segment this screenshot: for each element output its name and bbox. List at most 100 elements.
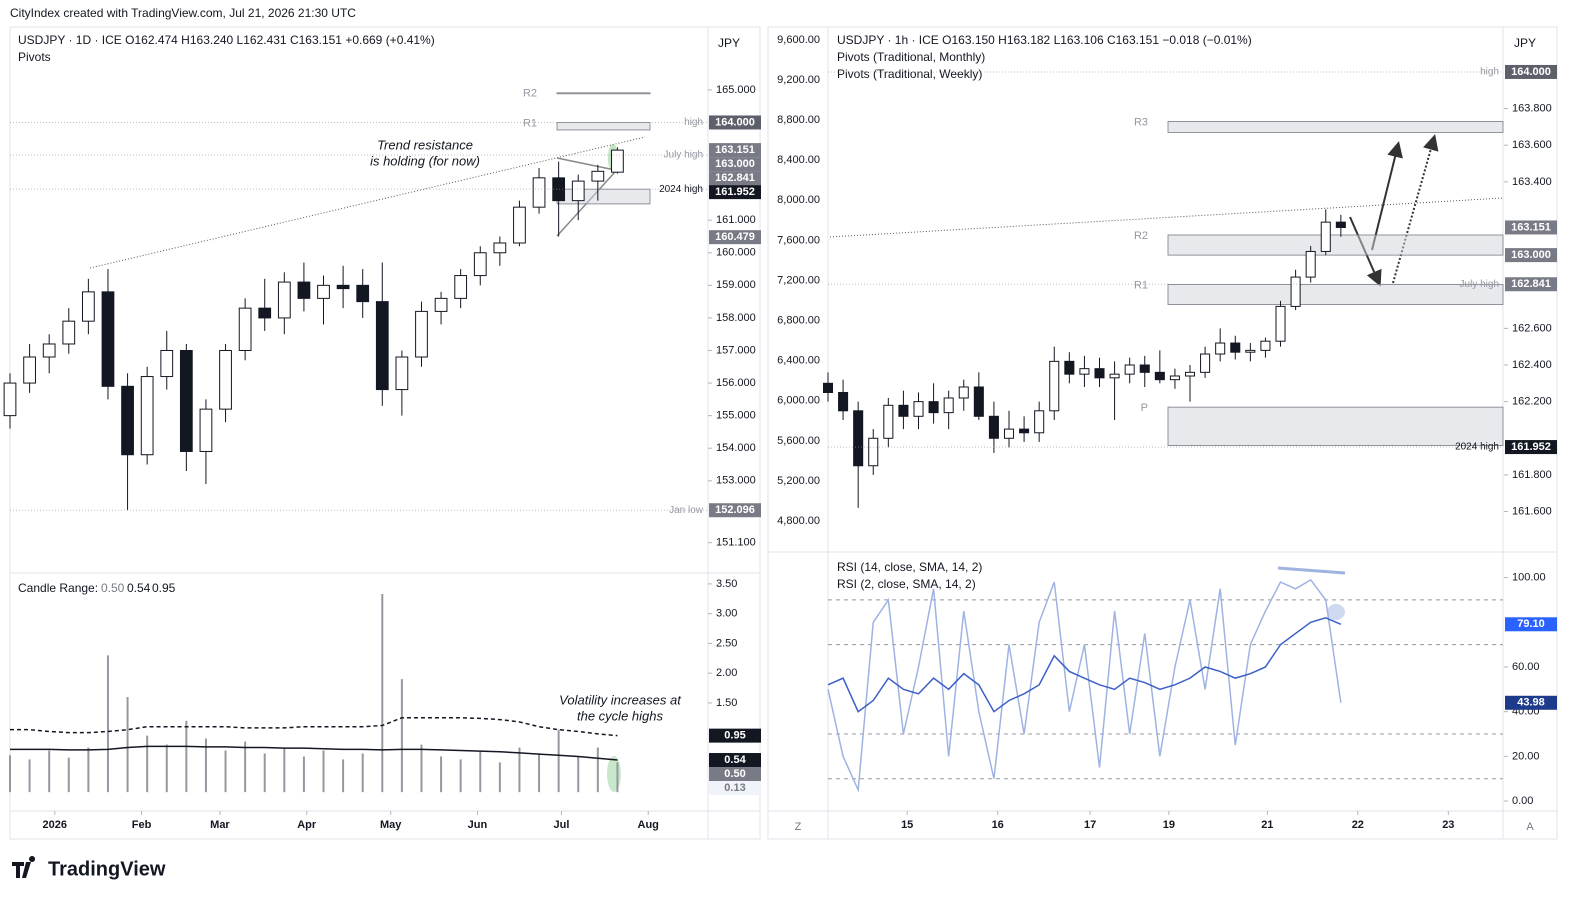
candle-body <box>868 437 879 467</box>
candle-body <box>1275 305 1286 342</box>
y-tick-label: 165.000 <box>716 84 756 96</box>
x-tick-label: 23 <box>1442 819 1454 831</box>
y2-tick-label: 8,000.00 <box>777 194 820 206</box>
candle-body <box>454 275 468 299</box>
candle-body <box>219 349 232 410</box>
price-badge <box>709 781 761 796</box>
y-tick-label: 154.000 <box>716 442 756 454</box>
highlight <box>1327 604 1345 620</box>
level-tag: July high <box>664 150 703 161</box>
y-tick-label: 3.00 <box>716 608 737 620</box>
pivot-label: P <box>1141 402 1148 414</box>
pivot-label: R1 <box>1134 279 1148 291</box>
candle-body <box>838 391 849 412</box>
y2-tick-label: 7,600.00 <box>777 234 820 246</box>
y-tick-label: 162.200 <box>1512 396 1552 408</box>
x-tick-label: 16 <box>992 819 1004 831</box>
price-badge-label: 0.54 <box>724 754 746 766</box>
legend-entry: RSI (2, close, SMA, 14, 2) <box>837 577 976 591</box>
price-badge-label: 163.000 <box>1511 249 1551 261</box>
candle-body <box>973 386 984 417</box>
triangle-line <box>556 157 616 171</box>
pivot-label: R3 <box>1134 116 1148 128</box>
candle-body <box>513 206 526 244</box>
candle-body <box>943 397 954 414</box>
legend-value: 0.95 <box>152 581 176 595</box>
candle-body <box>1215 342 1226 355</box>
y-tick-label: 3.50 <box>716 578 737 590</box>
y-tick-label: 161.800 <box>1512 469 1552 481</box>
currency: JPY <box>718 36 740 50</box>
y-tick-label: 20.00 <box>1512 750 1540 762</box>
annotation: Volatility increases at <box>559 692 682 707</box>
pivot-label: R2 <box>1134 230 1148 242</box>
level-tag: high <box>1480 67 1499 78</box>
candle-body <box>1034 410 1045 434</box>
y-tick-label: 157.000 <box>716 344 756 356</box>
y2-tick-label: 8,400.00 <box>777 154 820 166</box>
candle-body <box>62 320 76 345</box>
candle-body <box>1230 342 1241 353</box>
candle-body <box>1079 368 1090 375</box>
price-badge <box>709 171 761 186</box>
candle-body <box>1154 371 1165 381</box>
y-tick-label: 155.000 <box>716 410 756 422</box>
y-tick-label: 1.50 <box>716 697 737 709</box>
y-tick-label: 163.600 <box>1512 139 1552 151</box>
header: CityIndex created with TradingView.com, … <box>10 6 356 20</box>
annotation: Trend resistance <box>377 137 473 152</box>
candle-body <box>1169 375 1180 381</box>
candle-body <box>1305 250 1316 278</box>
candle-body <box>121 385 134 456</box>
price-badge-label: 79.10 <box>1517 618 1545 630</box>
candle-body <box>1003 428 1015 439</box>
y-tick-label: 156.000 <box>716 377 756 389</box>
candle-body <box>140 376 154 456</box>
candle-body <box>1049 360 1060 412</box>
ui-button[interactable]: A <box>1526 821 1534 833</box>
x-tick-label: Mar <box>210 819 230 831</box>
price-badge-label: 164.000 <box>1511 66 1551 78</box>
candle-body <box>356 284 370 303</box>
annotation: is holding (for now) <box>370 153 480 168</box>
pivot-label: R2 <box>523 88 537 100</box>
y-tick-label: 0.00 <box>1512 795 1533 807</box>
pane-title: Candle Range: <box>18 581 98 595</box>
candle-body <box>297 281 311 299</box>
price-badge <box>1505 277 1557 292</box>
y-tick-label: 100.00 <box>1512 571 1546 583</box>
y2-tick-label: 9,200.00 <box>777 74 820 86</box>
y-tick-label: 162.400 <box>1512 359 1552 371</box>
price-badge <box>709 753 761 768</box>
x-tick-label: 2026 <box>43 819 67 831</box>
price-badge-label: 161.952 <box>1511 441 1551 453</box>
y-tick-label: 2.50 <box>716 637 737 649</box>
legend-value: 0.54 <box>127 581 151 595</box>
x-tick-label: 19 <box>1163 819 1175 831</box>
logo-icon <box>12 856 36 878</box>
price-badge <box>709 728 761 743</box>
x-tick-label: 21 <box>1261 819 1273 831</box>
candle-body <box>473 252 487 277</box>
candle-body <box>822 382 834 393</box>
candle-body <box>958 386 969 399</box>
level-tag: high <box>684 117 703 128</box>
x-tick-label: Apr <box>297 819 317 831</box>
pivot-zone <box>1167 406 1504 446</box>
price-badge-label: 162.841 <box>1511 278 1551 290</box>
y-tick-label: 2.00 <box>716 667 737 679</box>
price-badge <box>1505 695 1557 710</box>
price-badge <box>709 767 761 782</box>
price-badge <box>1505 440 1557 455</box>
candle-body <box>415 310 428 358</box>
x-tick-label: 15 <box>901 819 913 831</box>
pivot-zone <box>1167 234 1504 256</box>
y2-tick-label: 6,400.00 <box>777 355 820 367</box>
pivot-zone <box>556 92 651 95</box>
ui-button[interactable]: Z <box>795 821 802 833</box>
title: USDJPY · 1h · ICE O163.150 H163.182 L163… <box>837 33 1252 47</box>
arrow <box>1392 134 1439 284</box>
candle-body <box>988 415 999 439</box>
series-line <box>10 745 618 761</box>
